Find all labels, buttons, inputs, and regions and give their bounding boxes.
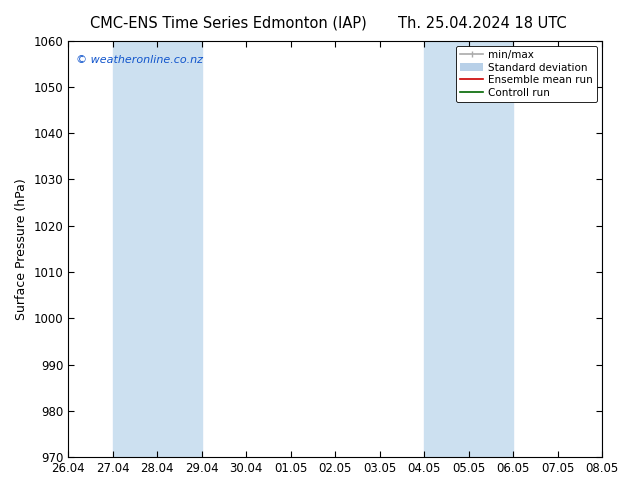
Bar	[424, 41, 469, 457]
Bar	[602, 41, 634, 457]
Bar	[469, 41, 514, 457]
Bar	[157, 41, 202, 457]
Text: © weatheronline.co.nz: © weatheronline.co.nz	[76, 55, 203, 65]
Bar	[113, 41, 157, 457]
Y-axis label: Surface Pressure (hPa): Surface Pressure (hPa)	[15, 178, 28, 320]
Legend: min/max, Standard deviation, Ensemble mean run, Controll run: min/max, Standard deviation, Ensemble me…	[456, 46, 597, 102]
Text: Th. 25.04.2024 18 UTC: Th. 25.04.2024 18 UTC	[398, 16, 566, 31]
Text: CMC-ENS Time Series Edmonton (IAP): CMC-ENS Time Series Edmonton (IAP)	[90, 16, 366, 31]
